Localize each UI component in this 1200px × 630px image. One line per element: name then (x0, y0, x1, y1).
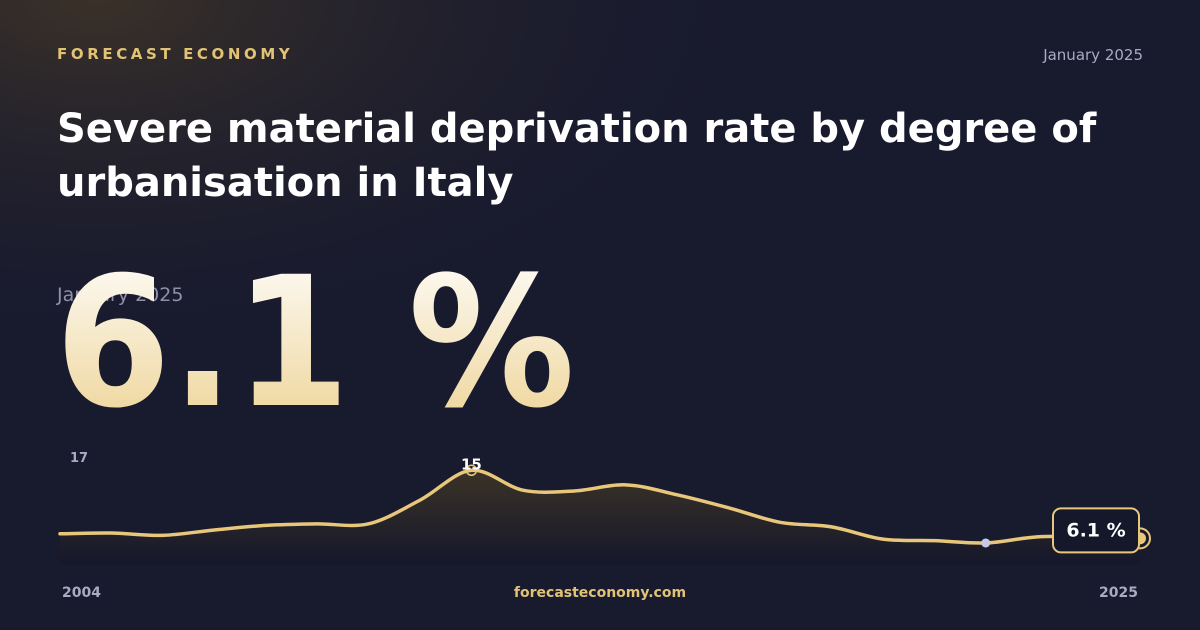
chart-title: Severe material deprivation rate by degr… (57, 106, 1097, 206)
brand: FORECAST ECONOMY (57, 45, 293, 63)
date: January 2025 (1042, 46, 1143, 64)
title-line: Severe material deprivation rate by degr… (57, 106, 1097, 152)
y-tick-label: 17 (70, 451, 88, 466)
x-tick-label: 2004 (62, 585, 101, 601)
min-marker (981, 538, 991, 548)
footer-url: forecasteconomy.com (514, 585, 686, 601)
headline-date: January 2025 (56, 284, 183, 306)
callout-label: 6.1 % (1066, 519, 1125, 541)
callout-box (1052, 507, 1140, 554)
line (58, 468, 1142, 545)
headline-value: 6.1 % (55, 239, 575, 448)
peak-marker (465, 464, 478, 477)
area (60, 470, 1140, 565)
title-line: urbanisation in Italy (57, 160, 513, 206)
peak-label: 15 (461, 455, 482, 473)
x-tick-label: 2025 (1099, 585, 1138, 601)
